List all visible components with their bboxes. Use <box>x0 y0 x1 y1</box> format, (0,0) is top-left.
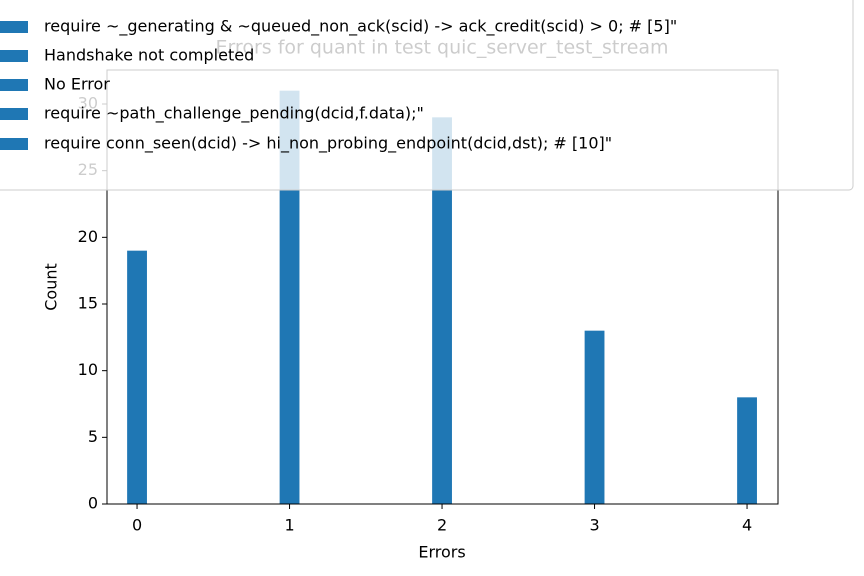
legend-label: No Error <box>44 75 110 94</box>
x-tick-label: 0 <box>132 516 142 535</box>
y-tick-label: 10 <box>78 360 98 379</box>
legend-swatch <box>0 79 28 91</box>
bar <box>584 330 605 504</box>
legend-label: require conn_seen(dcid) -> hi_non_probin… <box>44 134 612 154</box>
legend-label: require ~path_challenge_pending(dcid,f.d… <box>44 104 424 124</box>
y-tick-label: 15 <box>78 294 98 313</box>
x-tick-label: 3 <box>589 516 599 535</box>
x-tick-label: 2 <box>437 516 447 535</box>
legend-swatch <box>0 138 28 150</box>
y-axis-label: Count <box>42 263 61 311</box>
bar <box>432 117 452 504</box>
bar <box>127 250 147 504</box>
x-axis-label: Errors <box>418 543 465 562</box>
y-tick-label: 5 <box>88 427 98 446</box>
legend-swatch <box>0 50 28 62</box>
legend-label: require ~_generating & ~queued_non_ack(s… <box>44 17 677 37</box>
bar <box>737 397 757 504</box>
legend-label: Handshake not completed <box>44 46 254 65</box>
legend-swatch <box>0 108 28 120</box>
bar <box>279 90 300 505</box>
legend-box <box>0 0 854 191</box>
x-tick-label: 4 <box>742 516 752 535</box>
x-tick-label: 1 <box>284 516 294 535</box>
y-tick-label: 20 <box>78 227 98 246</box>
legend-swatch <box>0 21 28 33</box>
y-tick-label: 0 <box>88 494 98 513</box>
